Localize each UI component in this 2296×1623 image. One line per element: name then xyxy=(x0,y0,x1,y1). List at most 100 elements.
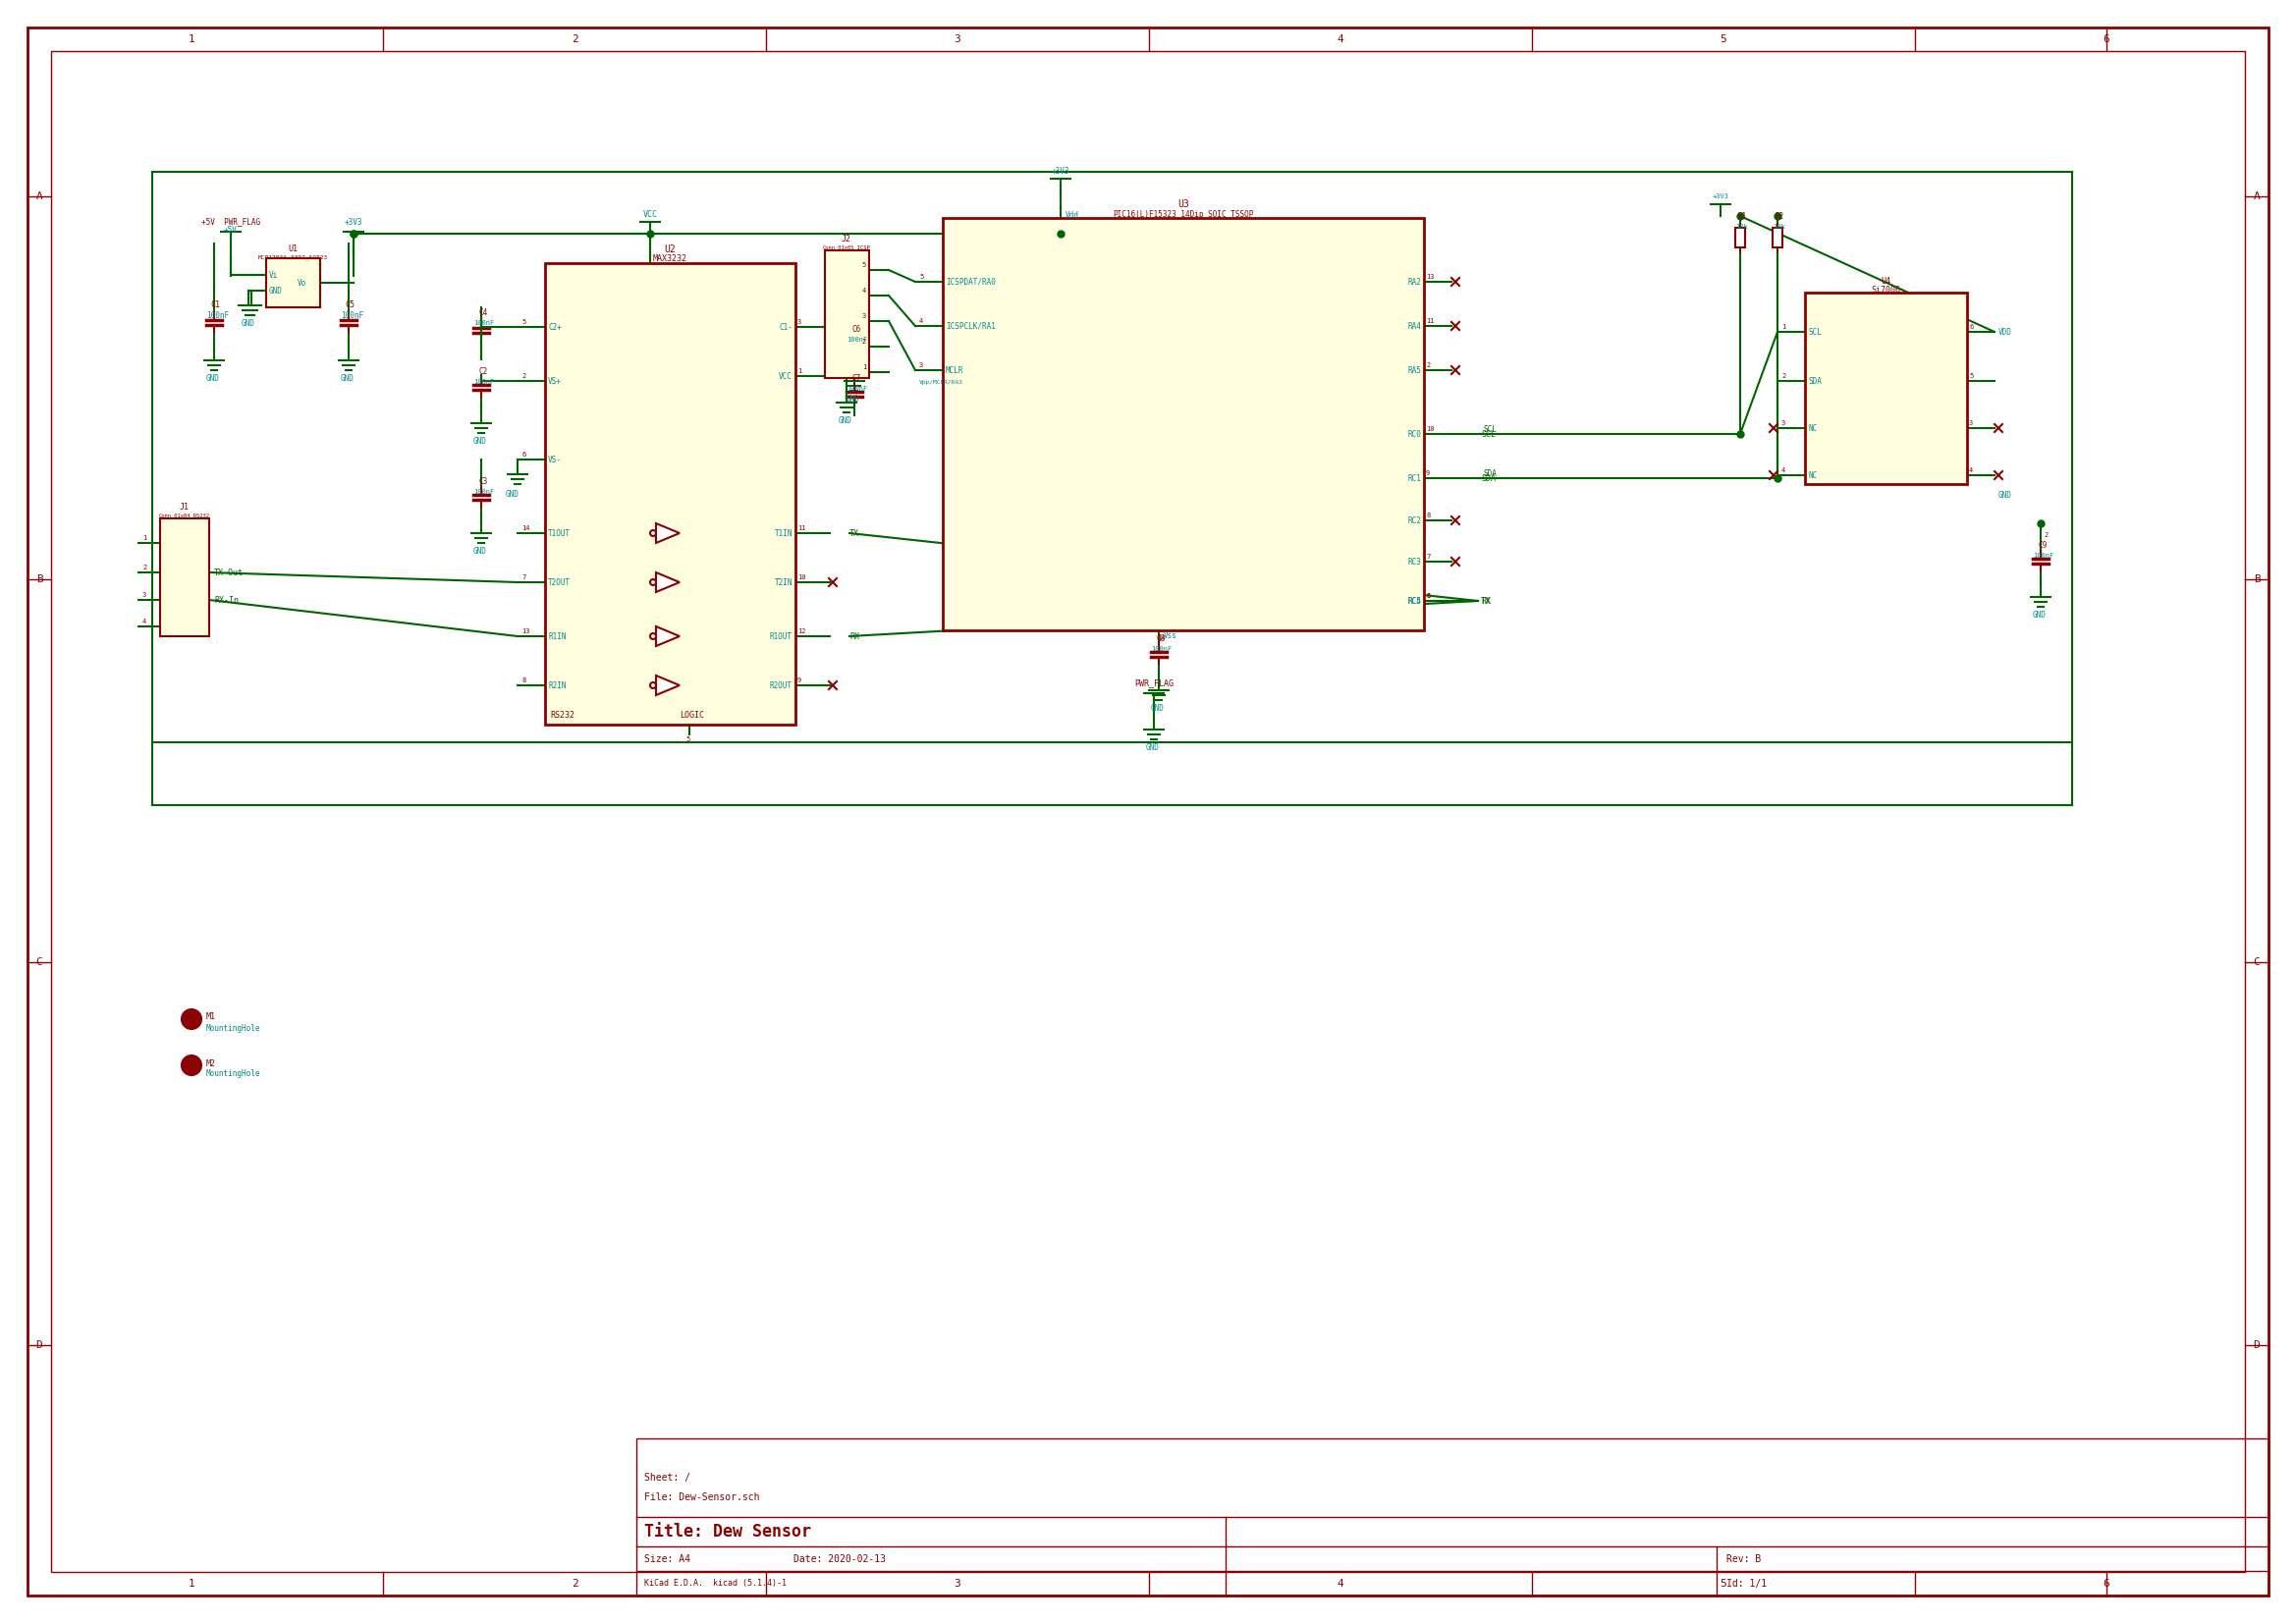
Text: 100nF: 100nF xyxy=(473,320,494,326)
Text: 12: 12 xyxy=(797,628,806,635)
Text: 3: 3 xyxy=(955,1579,960,1589)
Text: R2IN: R2IN xyxy=(549,682,567,690)
Text: 8: 8 xyxy=(1426,513,1430,518)
Text: VS+: VS+ xyxy=(549,377,563,385)
Text: SDA: SDA xyxy=(1807,377,1821,385)
Text: GND: GND xyxy=(1998,490,2011,500)
Text: 4: 4 xyxy=(918,318,923,325)
Text: C: C xyxy=(37,958,44,967)
Text: GND: GND xyxy=(838,415,852,425)
Text: RS232: RS232 xyxy=(551,711,574,719)
Text: 4: 4 xyxy=(1336,1579,1343,1589)
Text: 2: 2 xyxy=(521,373,526,380)
Text: LOGIC: LOGIC xyxy=(680,711,705,719)
Text: A: A xyxy=(2252,192,2259,201)
Text: 4: 4 xyxy=(142,618,147,625)
Text: 1: 1 xyxy=(1782,325,1786,329)
Text: 11: 11 xyxy=(1426,318,1435,325)
Text: 7: 7 xyxy=(1426,553,1430,560)
Text: 6: 6 xyxy=(1970,325,1972,329)
Text: 10: 10 xyxy=(1426,427,1435,432)
Text: T2OUT: T2OUT xyxy=(549,578,572,586)
Text: Vo: Vo xyxy=(298,279,308,287)
Text: Vi: Vi xyxy=(269,271,278,279)
Text: 2: 2 xyxy=(2043,532,2048,539)
Text: U4: U4 xyxy=(1880,276,1890,286)
Text: 7: 7 xyxy=(521,575,526,581)
Text: File: Dew-Sensor.sch: File: Dew-Sensor.sch xyxy=(645,1493,760,1503)
Text: R2OUT: R2OUT xyxy=(769,682,792,690)
Text: KiCad E.D.A.  kicad (5.1.4)-1: KiCad E.D.A. kicad (5.1.4)-1 xyxy=(645,1579,788,1589)
Text: 1: 1 xyxy=(797,368,801,373)
Text: GND: GND xyxy=(473,437,487,445)
Text: GND: GND xyxy=(1146,743,1159,751)
Text: A: A xyxy=(37,192,44,201)
Text: RX-In: RX-In xyxy=(214,596,239,604)
Text: ICSPDAT/RA0: ICSPDAT/RA0 xyxy=(946,278,996,286)
Text: VS-: VS- xyxy=(549,454,563,464)
Text: D: D xyxy=(2252,1341,2259,1350)
Text: GND: GND xyxy=(269,286,282,295)
Text: Conn_01x05_ICSP: Conn_01x05_ICSP xyxy=(822,245,870,250)
Text: 6: 6 xyxy=(521,451,526,458)
Text: C3: C3 xyxy=(478,477,487,485)
Text: Date: 2020-02-13: Date: 2020-02-13 xyxy=(794,1555,886,1565)
Text: 10k: 10k xyxy=(1773,224,1784,230)
Text: 14: 14 xyxy=(521,526,530,531)
Text: GND: GND xyxy=(847,394,861,403)
Text: Size: A4: Size: A4 xyxy=(645,1555,691,1565)
Text: 100nF: 100nF xyxy=(847,338,868,342)
Text: RA4: RA4 xyxy=(1407,321,1421,331)
Text: VCC: VCC xyxy=(778,372,792,380)
Text: 3: 3 xyxy=(797,320,801,325)
Text: RX: RX xyxy=(850,631,859,641)
Bar xyxy=(1736,227,1745,247)
Text: PIC16(L)F15323_14Dip_SOIC_TSSOP: PIC16(L)F15323_14Dip_SOIC_TSSOP xyxy=(1114,209,1254,219)
Text: 9: 9 xyxy=(1426,471,1430,476)
Text: 2: 2 xyxy=(1426,362,1430,368)
Text: C1: C1 xyxy=(211,300,220,308)
Text: 5: 5 xyxy=(687,737,689,742)
Text: T1OUT: T1OUT xyxy=(549,529,572,537)
Bar xyxy=(152,172,2071,805)
Text: NC: NC xyxy=(1807,471,1816,480)
Circle shape xyxy=(650,633,657,639)
Text: 100nF: 100nF xyxy=(340,310,363,320)
Text: 5: 5 xyxy=(861,263,866,268)
Text: VDD: VDD xyxy=(1998,328,2011,336)
Text: RA2: RA2 xyxy=(1407,278,1421,286)
Text: 100nF: 100nF xyxy=(1150,646,1171,652)
Text: RC1: RC1 xyxy=(1407,474,1421,482)
Text: 6: 6 xyxy=(2103,1579,2110,1589)
Text: MountingHole: MountingHole xyxy=(207,1070,262,1079)
Text: ICSPCLK/RA1: ICSPCLK/RA1 xyxy=(946,321,996,331)
Text: 3: 3 xyxy=(1782,420,1786,427)
Text: 3: 3 xyxy=(955,34,960,44)
Text: 3: 3 xyxy=(861,313,866,320)
Text: 5: 5 xyxy=(1720,1579,1727,1589)
Text: RC4: RC4 xyxy=(1407,597,1421,605)
Polygon shape xyxy=(657,573,680,592)
Text: B: B xyxy=(2252,575,2259,584)
Text: 2: 2 xyxy=(861,339,866,344)
Circle shape xyxy=(650,682,657,688)
Text: SDA: SDA xyxy=(1481,474,1495,482)
Text: VCC: VCC xyxy=(643,209,657,219)
Text: 1: 1 xyxy=(142,536,147,540)
Text: 1: 1 xyxy=(188,34,195,44)
Text: 2: 2 xyxy=(572,1579,579,1589)
Text: GND: GND xyxy=(241,318,255,328)
Text: 4: 4 xyxy=(1970,467,1972,474)
Text: +3V3: +3V3 xyxy=(344,217,363,226)
Text: C4: C4 xyxy=(478,308,487,316)
Text: 3: 3 xyxy=(142,592,147,597)
Text: T2IN: T2IN xyxy=(774,578,792,586)
Text: C7: C7 xyxy=(852,373,861,383)
Text: Si7006: Si7006 xyxy=(1871,286,1901,294)
Text: MAX3232: MAX3232 xyxy=(652,253,687,263)
Text: 2: 2 xyxy=(142,565,147,570)
Text: 4: 4 xyxy=(1336,34,1343,44)
Text: C2: C2 xyxy=(478,367,487,375)
Text: 1: 1 xyxy=(188,1579,195,1589)
Text: MCP1703A-3302_SOT23: MCP1703A-3302_SOT23 xyxy=(257,255,328,260)
